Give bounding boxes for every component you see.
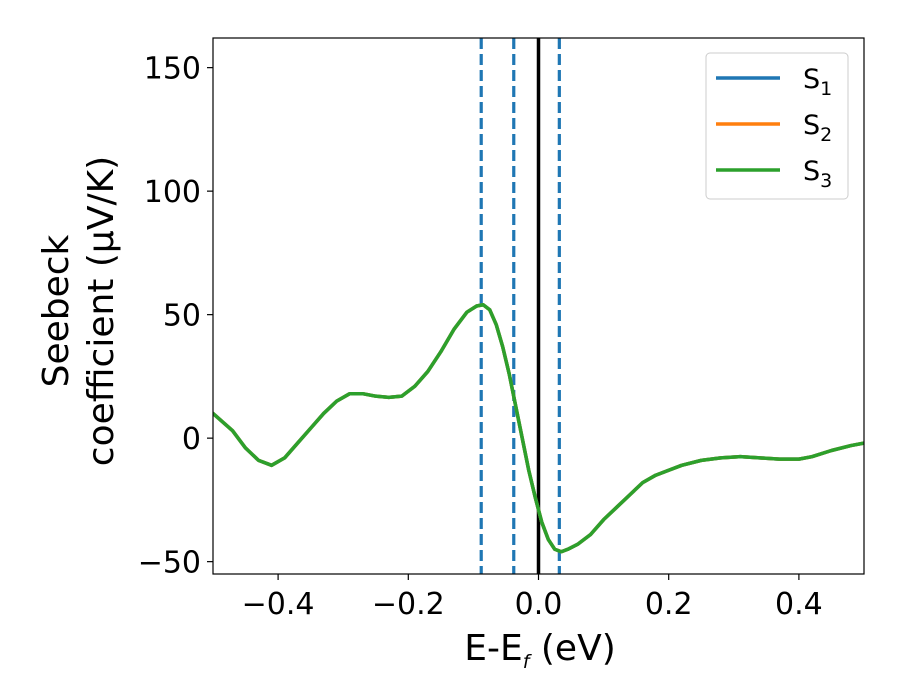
y-tick-label: 100 bbox=[144, 175, 201, 210]
x-tick-label: −0.4 bbox=[242, 587, 315, 622]
x-tick-label: 0.4 bbox=[775, 587, 823, 622]
x-axis: −0.4 −0.2 0.0 0.2 0.4 bbox=[242, 574, 823, 622]
y-axis: −50 0 50 100 150 bbox=[138, 52, 213, 581]
y-tick-label: 0 bbox=[182, 422, 201, 457]
y-axis-label-line2: coefficient (μV/K) bbox=[81, 156, 122, 466]
legend-label-S3: S3 bbox=[803, 156, 832, 192]
legend-box bbox=[705, 52, 849, 200]
legend-label-S1: S1 bbox=[803, 64, 832, 100]
legend-label-S2: S2 bbox=[803, 110, 832, 146]
reference-lines bbox=[479, 38, 561, 574]
legend: S1 S2 S3 bbox=[705, 52, 849, 200]
x-tick-label: 0.0 bbox=[515, 587, 563, 622]
series-lines bbox=[213, 303, 864, 554]
x-axis-label: E-Ef (eV) bbox=[464, 628, 616, 673]
x-tick-label: −0.2 bbox=[372, 587, 445, 622]
series-line-S3 bbox=[213, 303, 864, 554]
y-tick-label: −50 bbox=[138, 546, 201, 581]
y-tick-label: 50 bbox=[163, 299, 201, 334]
y-axis-label-line1: Seebeck bbox=[36, 234, 77, 387]
y-tick-label: 150 bbox=[144, 52, 201, 87]
x-tick-label: 0.2 bbox=[645, 587, 693, 622]
